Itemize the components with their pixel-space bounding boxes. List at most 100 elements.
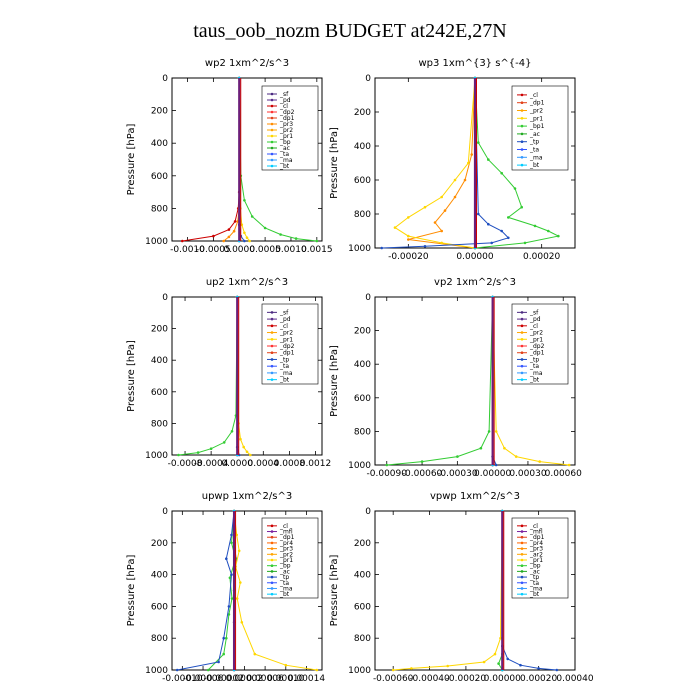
legend-entry: _tp <box>279 574 289 581</box>
y-tick-label: 400 <box>354 360 371 370</box>
data-point <box>227 605 231 608</box>
data-point <box>227 228 231 231</box>
y-tick-label: 800 <box>354 210 371 220</box>
y-tick-label: 1000 <box>348 461 371 471</box>
legend-entry: _pr1 <box>279 336 293 343</box>
data-point <box>487 222 490 226</box>
legend-entry: _bp <box>279 563 291 570</box>
y-tick-label: 1000 <box>348 666 371 676</box>
data-point <box>233 220 237 223</box>
data-point <box>507 236 510 240</box>
legend-marker <box>520 592 524 596</box>
legend-marker <box>270 570 274 573</box>
legend-marker <box>520 109 524 112</box>
legend-marker <box>520 117 524 120</box>
legend-marker <box>270 558 274 562</box>
data-point <box>482 660 486 664</box>
legend-marker <box>270 140 274 144</box>
y-tick-label: 1000 <box>348 244 371 254</box>
data-point <box>294 237 298 240</box>
series-line-3 <box>394 77 476 249</box>
plot-frame <box>374 510 576 671</box>
data-point <box>555 668 559 672</box>
chart-panel-6: vpwp 1xm^2/s^3 Pressure [hPa] 0 200 400 600 80… <box>329 491 594 684</box>
data-point <box>250 215 254 218</box>
legend-marker <box>270 535 274 539</box>
legend-marker <box>270 344 274 348</box>
legend-entry: _bt <box>279 377 290 384</box>
data-point <box>230 533 233 537</box>
data-point <box>243 239 246 243</box>
legend-marker <box>270 564 274 567</box>
legend-entry: _pr1 <box>529 115 543 122</box>
data-point <box>477 141 480 144</box>
data-point <box>393 226 397 229</box>
legend-marker <box>270 524 274 528</box>
y-tick-label: 400 <box>151 356 168 366</box>
plot-frame <box>171 510 323 671</box>
data-point <box>490 241 494 245</box>
data-point <box>440 229 444 233</box>
legend-entry: _pr1 <box>529 557 543 564</box>
legend-marker <box>270 324 274 328</box>
legend-marker <box>270 104 274 108</box>
data-point <box>212 234 215 238</box>
legend-marker <box>520 530 524 533</box>
legend-entry: _sf <box>279 309 289 316</box>
legend-marker <box>520 581 524 585</box>
legend-box <box>511 85 569 171</box>
x-tick-label: 0.0008 <box>274 459 306 469</box>
legend-entry: _dp1 <box>529 100 545 107</box>
data-point <box>263 226 267 230</box>
chart-panel-3: up2 1xm^2/s^3 Pressure [hPa] 0 200 400 600 800… <box>126 277 331 469</box>
y-tick-label: 200 <box>354 327 371 337</box>
legend-entry: _bt <box>529 377 540 384</box>
legend-marker <box>520 535 524 539</box>
x-tick-label: -0.0008 <box>168 459 203 469</box>
page-title: taus_oob_nozm BUDGET at242E,27N <box>193 20 507 42</box>
data-point <box>487 430 491 433</box>
data-point <box>567 463 571 467</box>
legend-marker <box>270 128 274 132</box>
y-tick-label: 400 <box>151 139 168 149</box>
y-tick-label: 600 <box>354 394 371 404</box>
data-point <box>503 446 506 450</box>
x-tick-label: 0.00040 <box>556 674 593 684</box>
y-tick-label: 800 <box>151 634 168 644</box>
y-axis-label: Pressure [hPa] <box>329 127 340 199</box>
y-tick-label: 1000 <box>145 666 168 676</box>
data-point <box>446 664 450 668</box>
legend-entry: _ta <box>529 580 539 587</box>
chart-title: wp2 1xm^2/s^3 <box>205 58 289 69</box>
legend-box <box>261 303 319 385</box>
legend-marker <box>270 541 274 545</box>
x-tick-label: -0.00060 <box>373 674 414 684</box>
chart-panel-1: wp2 1xm^2/s^3 Pressure [hPa] 0 200 400 600 800… <box>126 58 333 255</box>
y-tick-label: 200 <box>151 107 168 117</box>
x-tick-label: 0.00014 <box>288 674 325 684</box>
data-point <box>175 668 179 672</box>
chart-panel-4: vp2 1xm^2/s^3 Pressure [hPa] 0 200 400 600 800… <box>329 277 582 479</box>
data-point <box>420 460 424 463</box>
data-point <box>225 557 228 560</box>
data-point <box>239 581 242 584</box>
data-point <box>557 234 560 238</box>
y-tick-label: 400 <box>354 571 371 581</box>
legend-marker <box>270 110 274 114</box>
legend-entry: _ta <box>279 151 289 158</box>
legend-entry: _pd <box>279 316 291 323</box>
legend-marker <box>520 378 524 381</box>
legend-entry: _sf <box>529 309 539 316</box>
data-point <box>487 158 490 161</box>
legend-entry: _ac <box>529 131 540 138</box>
chart-title: wp3 1xm^{3} s^{-4} <box>418 58 531 69</box>
data-point <box>520 205 523 209</box>
x-tick-label: 0.00000 <box>456 252 493 262</box>
y-tick-label: 0 <box>162 74 168 84</box>
legend-marker <box>520 541 524 545</box>
series-line-5 <box>238 77 317 242</box>
data-point <box>249 453 252 457</box>
legend-entry: _ta <box>529 147 539 154</box>
legend-entry: _bt <box>529 591 540 598</box>
legend-marker <box>270 116 274 120</box>
